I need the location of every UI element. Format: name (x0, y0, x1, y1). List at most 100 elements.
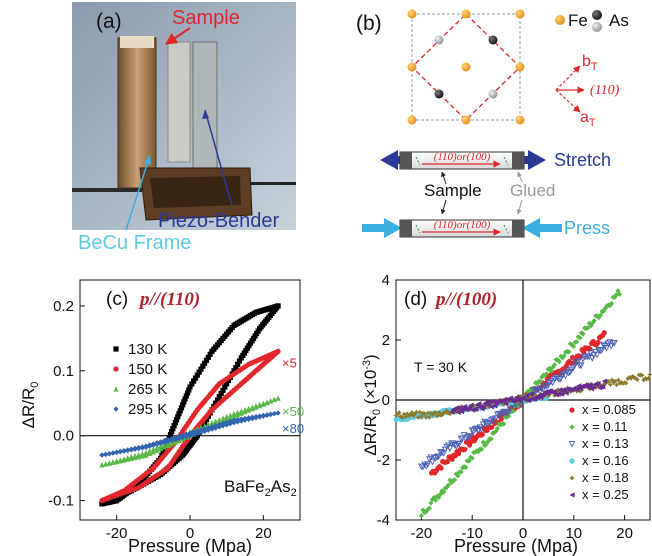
chart-c-legend-marker (113, 406, 119, 412)
chart-c-point (117, 448, 123, 454)
panel-label-c: (c) (106, 289, 128, 310)
chart-d-point (603, 345, 610, 352)
chart-c-point (238, 416, 244, 422)
chart-d-point (607, 302, 613, 309)
chart-d-point (559, 355, 566, 361)
chart-d-point (444, 459, 451, 465)
chart-d-point (539, 374, 545, 380)
chart-d-point (440, 450, 447, 457)
chart-d-point (626, 374, 632, 380)
chart-d-point (412, 411, 418, 417)
chart-c-point (222, 384, 228, 390)
chart-d-point (557, 375, 564, 383)
chart-d-point (438, 465, 444, 471)
chart-c-xtick-label: 0 (186, 525, 194, 542)
chart-d-point (429, 458, 436, 466)
chart-d-point (602, 305, 608, 311)
panel-label-a: (a) (96, 10, 122, 33)
chart-c-ytick-label: 0.0 (53, 428, 74, 445)
chart-d-point (647, 371, 652, 378)
chart-d-point (455, 409, 461, 416)
chart-d-point (475, 427, 482, 435)
chart-c-point (110, 459, 116, 465)
chart-c-point (233, 364, 239, 371)
chart-d-point (453, 408, 459, 414)
chart-c-point (202, 360, 208, 366)
chart-c-point (218, 390, 224, 397)
chart-c-point (257, 413, 263, 419)
chart-c-point (231, 368, 237, 374)
glass-plate (167, 41, 191, 163)
chart-c-point (169, 441, 175, 447)
chart-c-plot: -20 0 20 -0.1 0.0 0.1 0.2 130 K 150 K ×5 265 K ×50 2… (48, 279, 304, 542)
chart-d-point (446, 445, 454, 452)
chart-c-point (209, 420, 215, 426)
chart-d-point (547, 391, 553, 397)
chart-d-point (574, 339, 580, 345)
chart-c-point (154, 444, 160, 450)
chart-d-legend-label: x = 0.16 (582, 453, 629, 468)
chart-d-point (466, 458, 472, 464)
as-legend-icon-light (592, 22, 602, 32)
chart-d-point (481, 404, 487, 410)
chart-d-legend-label: x = 0.18 (582, 470, 629, 485)
chart-d-annotation: T = 30 K (414, 359, 468, 375)
chart-c-point (139, 444, 145, 450)
chart-d-xlabel: Pressure (Mpa) (454, 536, 578, 556)
chart-d-point (601, 381, 607, 387)
chart-c-point (150, 446, 156, 452)
chart-d-point (454, 441, 462, 448)
chart-d-point (590, 384, 596, 390)
svg-text:bT: bT (582, 53, 598, 73)
chart-d-point (449, 409, 455, 415)
chart-d-point (602, 380, 609, 387)
chart-d-point (574, 388, 580, 395)
chart-c-point (171, 423, 177, 429)
chart-d-point (489, 424, 495, 430)
chart-d-xtick-label: -20 (411, 525, 433, 542)
chart-c-point (275, 395, 281, 401)
chart-d-point (512, 397, 518, 403)
chart-c-point (213, 422, 219, 429)
chart-d-point (393, 412, 399, 419)
chart-c-point (121, 456, 127, 462)
chart-d-point (560, 370, 568, 378)
chart-c-ytick-label: 0.2 (53, 298, 74, 315)
chart-d-point (612, 378, 618, 384)
tetragonal-cell (411, 13, 521, 121)
chart-c-point (260, 400, 266, 406)
becu-frame-label: BeCu Frame (78, 232, 191, 254)
chart-d-point (429, 496, 436, 502)
piezo-bender-label: Piezo-Bender (158, 210, 280, 232)
press-arrow-left (362, 218, 402, 238)
chart-d-point (457, 405, 463, 411)
chart-d-point (527, 396, 533, 403)
chart-c-point (182, 396, 188, 402)
chart-d-point (478, 426, 485, 433)
chart-d-point (556, 358, 562, 365)
chart-d-point (644, 376, 650, 382)
chart-c-point (271, 410, 277, 417)
chart-d-point (437, 491, 444, 497)
chart-c-point (143, 443, 149, 449)
chart-d-point (449, 456, 455, 462)
chart-d-legend-label: x = 0.13 (582, 436, 629, 451)
chart-d-legend-marker (569, 475, 575, 481)
panel-a: (a) Sample Piezo-Bender BeCu Frame (72, 2, 296, 254)
chart-c-point (136, 451, 142, 458)
chart-c-legend-label: 130 K (128, 341, 167, 358)
fe-legend-label: Fe (568, 11, 588, 30)
chart-d-point (528, 391, 534, 397)
chart-c-xlabel: Pressure (Mpa) (128, 536, 252, 556)
chart-d-point (471, 402, 477, 409)
chart-c-legend-label: 295 K (128, 401, 167, 418)
chart-d-point (454, 405, 460, 411)
as-atoms (434, 35, 498, 99)
chart-d-point (563, 390, 569, 396)
chart-d-point (420, 410, 426, 416)
chart-d-legend-marker (569, 407, 575, 413)
chart-c-point (264, 412, 270, 418)
chart-d-point (490, 398, 496, 404)
chart-d-point (501, 401, 507, 407)
